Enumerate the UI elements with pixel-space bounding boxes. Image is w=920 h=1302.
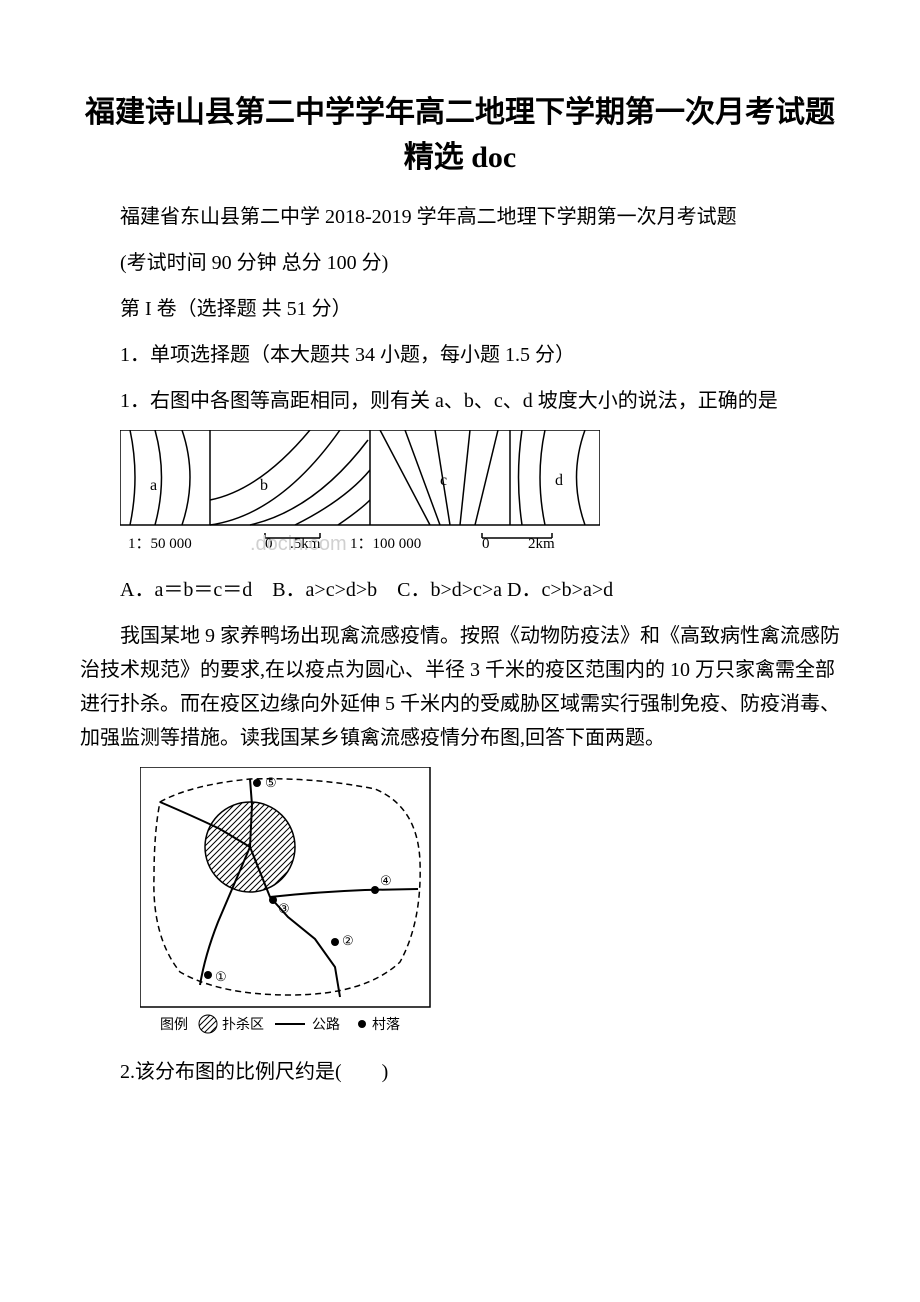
panel-b: b: [210, 430, 370, 525]
question-1: 1．右图中各图等高距相同，则有关 a、b、c、d 坡度大小的说法，正确的是: [80, 384, 840, 418]
figure-2-epidemic-map: ⑤ ③ ④ ② ① 图例 扑杀区 公路 村落: [140, 767, 840, 1047]
panel-a-label: a: [150, 477, 157, 494]
village-5-label: ⑤: [265, 775, 277, 790]
village-2-label: ②: [342, 933, 354, 948]
panel-d-label: d: [555, 472, 563, 489]
watermark-text: .docin.com: [250, 533, 347, 555]
scale-left: 1：50 000: [128, 536, 192, 552]
q1-options: A．a＝b＝c＝d B．a>c>d>b C．b>d>c>a D．c>b>a>d: [80, 573, 840, 607]
figure-1-contour-maps: a b c d 1：50 000 0: [120, 430, 840, 565]
section-1-header: 第 I 卷（选择题 共 51 分）: [80, 292, 840, 326]
legend-road: 公路: [312, 1017, 340, 1033]
panel-a: a: [130, 430, 190, 525]
panel-d: d: [519, 430, 586, 525]
exam-info: (考试时间 90 分钟 总分 100 分): [80, 246, 840, 280]
question-2: 2.该分布图的比例尺约是( ): [80, 1055, 840, 1089]
dist-right: 2km: [528, 536, 555, 552]
legend-village: 村落: [372, 1017, 400, 1033]
page-title: 福建诗山县第二中学学年高二地理下学期第一次月考试题精选 doc: [80, 90, 840, 180]
panel-b-label: b: [260, 477, 268, 494]
village-4-label: ④: [380, 873, 392, 888]
scale-mid: 1：100 000: [350, 536, 421, 552]
intro-text: 福建省东山县第二中学 2018-2019 学年高二地理下学期第一次月考试题: [80, 200, 840, 234]
panel-c-label: c: [440, 472, 447, 489]
village-1-label: ①: [215, 969, 227, 984]
mc-instructions: 1．单项选择题（本大题共 34 小题，每小题 1.5 分）: [80, 338, 840, 372]
legend-label: 图例: [160, 1017, 188, 1033]
village-3-label: ③: [278, 901, 290, 916]
panel-c: c: [380, 430, 498, 525]
legend-kill: 扑杀区: [222, 1017, 264, 1033]
passage-2: 我国某地 9 家养鸭场出现禽流感疫情。按照《动物防疫法》和《高致病性禽流感防治技…: [80, 619, 840, 755]
